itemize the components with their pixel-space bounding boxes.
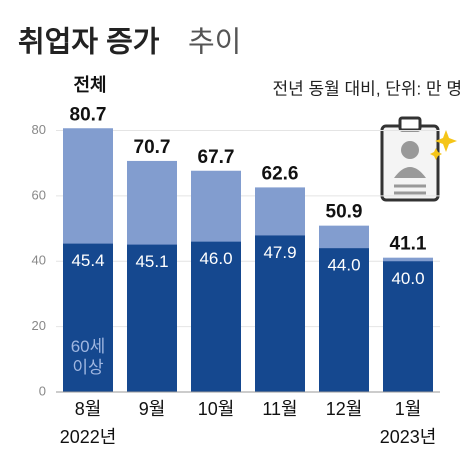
chart-title-suffix: 추이 <box>188 27 241 59</box>
y-tick-label: 0 <box>39 383 46 398</box>
bar <box>191 241 241 392</box>
value-label: 45.1 <box>135 252 168 271</box>
bar <box>383 261 433 392</box>
y-tick-label: 60 <box>32 187 46 202</box>
total-label: 41.1 <box>390 234 427 255</box>
total-label: 50.9 <box>326 202 363 223</box>
year-label: 2023년 <box>380 427 437 447</box>
x-tick-label: 10월 <box>198 399 235 419</box>
x-tick-label: 11월 <box>262 399 297 419</box>
value-label: 45.4 <box>71 251 104 270</box>
y-tick-label: 20 <box>32 318 46 333</box>
x-tick-label: 12월 <box>326 399 363 419</box>
total-label: 80.7 <box>70 104 107 125</box>
series-legend: 60세 이상 <box>70 337 106 377</box>
id-badge-icon <box>380 116 457 202</box>
value-label: 46.0 <box>199 249 232 268</box>
bar <box>255 235 305 392</box>
value-label: 40.0 <box>391 269 424 288</box>
total-legend: 전체 <box>73 75 106 95</box>
x-tick-label: 9월 <box>139 399 166 419</box>
value-label: 47.9 <box>263 243 296 262</box>
y-tick-label: 80 <box>32 122 46 137</box>
x-tick-label: 1월 <box>395 399 422 419</box>
year-label: 2022년 <box>60 427 117 447</box>
y-tick-label: 40 <box>32 253 46 268</box>
total-label: 70.7 <box>134 137 171 158</box>
total-label: 67.7 <box>198 147 235 168</box>
bar <box>63 243 113 392</box>
subtitle: 전년 동월 대비, 단위: 만 명 <box>273 79 462 98</box>
bar <box>127 244 177 392</box>
x-tick-label: 8월 <box>75 399 102 419</box>
value-label: 44.0 <box>327 256 360 275</box>
bar <box>319 248 369 392</box>
total-label: 62.6 <box>262 163 299 184</box>
chart-title: 취업자 증가 <box>18 26 160 59</box>
